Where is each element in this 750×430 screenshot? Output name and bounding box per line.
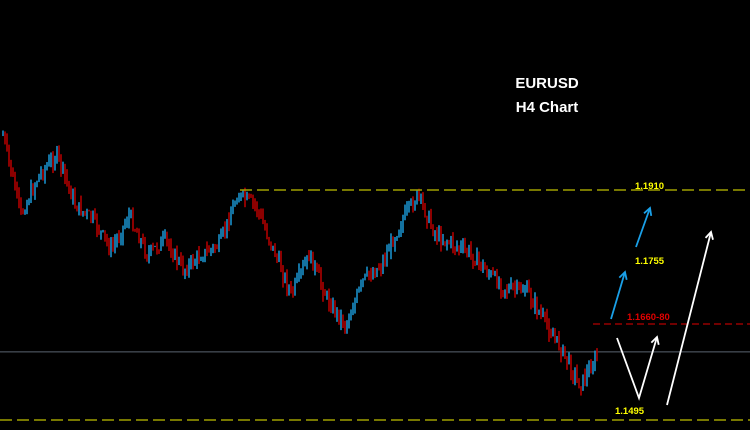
scenario-rally-arrow-head (704, 230, 714, 240)
chart-title: EURUSD (515, 75, 579, 92)
level-label-1.1755: 1.1755 (635, 256, 665, 267)
level-label-1.1660-80: 1.1660-80 (627, 312, 670, 323)
chart-subtitle: H4 Chart (515, 99, 579, 116)
chart-title-block: EURUSD H4 Chart (497, 72, 597, 120)
scenario-dip-arrow (616, 336, 658, 401)
scenario-rally-arrow (666, 231, 712, 406)
level-label-1.1495: 1.1495 (615, 406, 645, 417)
bullish-arrow-2 (635, 207, 651, 248)
scenario-dip-arrow-head (650, 335, 660, 346)
level-label-1.1910: 1.1910 (635, 181, 664, 192)
bullish-arrow-1 (610, 271, 626, 320)
bullish-arrow-1-head (618, 270, 628, 281)
bullish-arrow-2-head (643, 206, 653, 217)
